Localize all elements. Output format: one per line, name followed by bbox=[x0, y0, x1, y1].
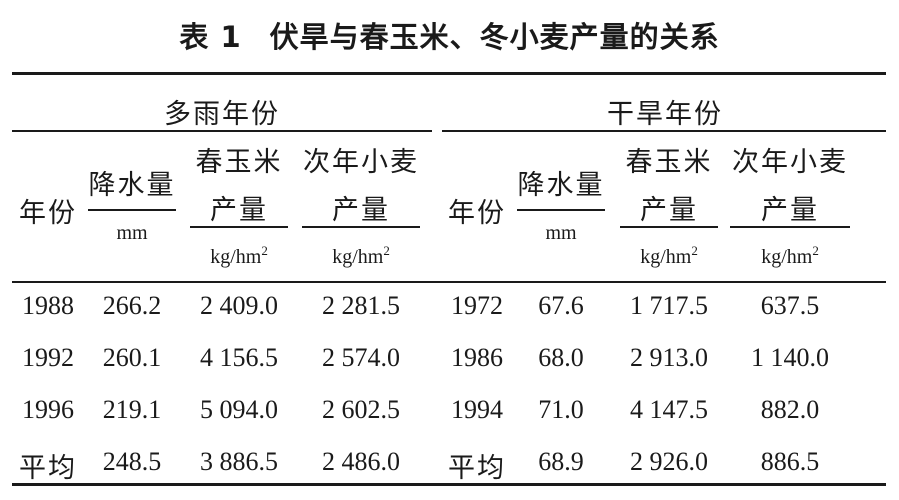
cell-dry-year: 1986 bbox=[451, 343, 503, 372]
header-wheat-unit-wet: kg/hm2 bbox=[332, 243, 390, 268]
wheat-unit-rule-wet bbox=[302, 226, 420, 228]
top-rule bbox=[12, 72, 886, 75]
cell-dry-year: 平均 bbox=[448, 453, 506, 484]
cell-wet-precip: 266.2 bbox=[102, 291, 162, 320]
group-header-dry: 干旱年份 bbox=[607, 99, 723, 130]
cell-dry-precip: 68.9 bbox=[538, 447, 584, 476]
cell-dry-precip: 68.0 bbox=[538, 343, 584, 372]
header-precip-wet: 降水量 bbox=[88, 170, 176, 201]
header-corn-unit-dry: kg/hm2 bbox=[640, 243, 698, 268]
group-header-wet: 多雨年份 bbox=[164, 99, 280, 130]
cell-wet-corn-yield: 5 094.0 bbox=[200, 395, 278, 424]
header-wheat-line2-dry: 产量 bbox=[761, 195, 819, 226]
cell-wet-corn-yield: 2 409.0 bbox=[200, 291, 278, 320]
cell-dry-corn-yield: 1 717.5 bbox=[630, 291, 708, 320]
cell-wet-corn-yield: 4 156.5 bbox=[200, 343, 278, 372]
cell-wet-precip: 260.1 bbox=[102, 343, 162, 372]
cell-dry-corn-yield: 2 913.0 bbox=[630, 343, 708, 372]
header-corn-line2-dry: 产量 bbox=[640, 195, 698, 226]
cell-wet-corn-yield: 3 886.5 bbox=[200, 447, 278, 476]
cell-dry-precip: 67.6 bbox=[538, 291, 584, 320]
group-rule-wet bbox=[12, 130, 432, 132]
header-corn-line1-wet: 春玉米 bbox=[195, 147, 283, 178]
precip-fraction-rule-dry bbox=[517, 209, 605, 211]
header-precip-dry: 降水量 bbox=[517, 170, 605, 201]
cell-dry-wheat-yield: 882.0 bbox=[760, 395, 820, 424]
cell-dry-precip: 71.0 bbox=[538, 395, 584, 424]
cell-dry-wheat-yield: 637.5 bbox=[760, 291, 820, 320]
cell-wet-precip: 219.1 bbox=[102, 395, 162, 424]
cell-dry-corn-yield: 2 926.0 bbox=[630, 447, 708, 476]
cell-wet-year: 1992 bbox=[22, 343, 74, 372]
precip-fraction-rule-wet bbox=[88, 209, 176, 211]
cell-wet-year: 1988 bbox=[22, 291, 74, 320]
header-corn-unit-wet: kg/hm2 bbox=[210, 243, 268, 268]
header-wheat-line2-wet: 产量 bbox=[332, 195, 390, 226]
cell-dry-wheat-yield: 886.5 bbox=[760, 447, 820, 476]
cell-wet-wheat-yield: 2 574.0 bbox=[322, 343, 400, 372]
group-rule-dry bbox=[442, 130, 886, 132]
cell-wet-wheat-yield: 2 486.0 bbox=[322, 447, 400, 476]
header-precip-unit-dry: mm bbox=[545, 222, 577, 244]
wheat-unit-rule-dry bbox=[730, 226, 850, 228]
header-bottom-rule bbox=[12, 281, 886, 283]
header-year-dry: 年份 bbox=[448, 198, 506, 229]
cell-wet-wheat-yield: 2 602.5 bbox=[322, 395, 400, 424]
corn-unit-rule-dry bbox=[620, 226, 718, 228]
header-corn-line1-dry: 春玉米 bbox=[625, 147, 713, 178]
header-wheat-line1-dry: 次年小麦 bbox=[732, 147, 848, 178]
cell-dry-wheat-yield: 1 140.0 bbox=[751, 343, 829, 372]
header-wheat-line1-wet: 次年小麦 bbox=[303, 147, 419, 178]
cell-wet-wheat-yield: 2 281.5 bbox=[322, 291, 400, 320]
header-wheat-unit-dry: kg/hm2 bbox=[761, 243, 819, 268]
table-number: 表 1 bbox=[179, 20, 242, 54]
table-title: 伏旱与春玉米、冬小麦产量的关系 bbox=[269, 20, 720, 54]
cell-dry-year: 1972 bbox=[451, 291, 503, 320]
header-precip-unit-wet: mm bbox=[116, 222, 148, 244]
cell-wet-precip: 248.5 bbox=[102, 447, 162, 476]
header-year-wet: 年份 bbox=[19, 198, 77, 229]
table-caption: 表 1 伏旱与春玉米、冬小麦产量的关系 bbox=[0, 14, 899, 56]
bottom-rule bbox=[12, 483, 886, 486]
corn-unit-rule-wet bbox=[190, 226, 288, 228]
cell-wet-year: 1996 bbox=[22, 395, 74, 424]
header-corn-line2-wet: 产量 bbox=[210, 195, 268, 226]
cell-dry-year: 1994 bbox=[451, 395, 503, 424]
cell-dry-corn-yield: 4 147.5 bbox=[630, 395, 708, 424]
cell-wet-year: 平均 bbox=[19, 453, 77, 484]
